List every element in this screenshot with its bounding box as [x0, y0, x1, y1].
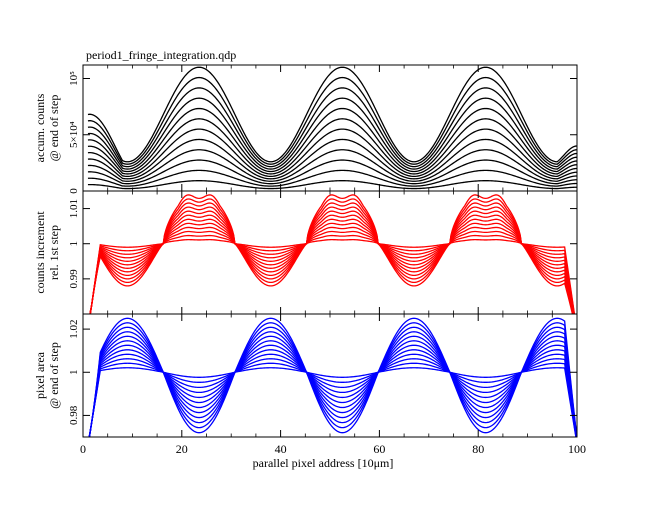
series-line-3: [88, 358, 577, 437]
pixel-area-panel: 0.98 1 1.02 pixel area @ end of step: [33, 313, 578, 438]
series-line-6: [88, 344, 577, 437]
series-line-8: [87, 107, 577, 173]
series-line-1: [87, 180, 577, 190]
series-line-12: [88, 317, 577, 437]
plot-title: period1_fringe_integration.qdp: [86, 48, 236, 62]
series-line-5: [88, 349, 577, 437]
series-line-10: [87, 87, 577, 168]
counts-increment-panel: 0.99 1 1.01 counts increment rel. 1st step: [33, 190, 578, 315]
series-line-2: [89, 234, 575, 314]
accum-counts-panel: 0 5×10⁴ 10⁵ accum. counts @ end of step: [33, 64, 578, 194]
y-tick-label: 10⁵: [68, 71, 80, 86]
series-line-6: [87, 128, 577, 178]
y-tick-label: 0: [68, 188, 80, 194]
series-line-4: [87, 149, 577, 182]
y-tick-label: 0.99: [68, 269, 80, 289]
y-axis-label-line1: accum. counts: [33, 93, 47, 162]
series-line-1: [89, 239, 576, 314]
series-line-3: [87, 159, 577, 185]
y-axis-label-line1: counts increment: [33, 211, 47, 294]
series-line-10: [89, 202, 574, 314]
series-line-7: [88, 340, 577, 437]
series-line-11: [87, 76, 577, 165]
series-line-6: [89, 218, 575, 314]
x-tick-label: 20: [176, 442, 188, 456]
series-line-3: [89, 230, 575, 314]
y-tick-label: 5×10⁴: [68, 121, 80, 148]
series-line-9: [87, 97, 577, 170]
y-axis-label-line2: @ end of step: [47, 95, 61, 162]
series-line-5: [87, 138, 577, 180]
y-tick-label: 1: [68, 241, 80, 247]
series-line-12: [89, 194, 574, 314]
series-line-7: [89, 214, 575, 314]
x-tick-label: 0: [80, 442, 86, 456]
series-line-11: [89, 198, 574, 314]
y-tick-label: 0.98: [68, 405, 80, 425]
x-tick-labels: 0 20 40 60 80 100: [80, 442, 586, 456]
series-line-9: [88, 331, 577, 437]
series-line-5: [89, 222, 575, 314]
y-axis-label-line2: @ end of step: [47, 342, 61, 409]
series-line-2: [87, 169, 577, 187]
series-line-8: [89, 210, 575, 314]
series-line-9: [89, 206, 574, 314]
y-tick-label: 1.01: [68, 199, 80, 218]
x-axis-label: parallel pixel address [10μm]: [253, 456, 394, 470]
y-axis-label-line2: rel. 1st step: [47, 225, 61, 280]
series-line-7: [87, 118, 577, 175]
series-line-4: [88, 353, 577, 437]
series-line-12: [87, 66, 577, 163]
series-line-2: [88, 362, 577, 437]
x-tick-label: 100: [568, 442, 586, 456]
y-tick-label: 1: [68, 370, 80, 376]
series-line-4: [89, 226, 575, 314]
x-tick-label: 80: [472, 442, 484, 456]
x-tick-label: 60: [373, 442, 385, 456]
y-axis-label-line1: pixel area: [33, 351, 47, 399]
y-tick-label: 1.02: [68, 319, 80, 338]
series-line-1: [88, 367, 577, 437]
x-tick-label: 40: [275, 442, 287, 456]
